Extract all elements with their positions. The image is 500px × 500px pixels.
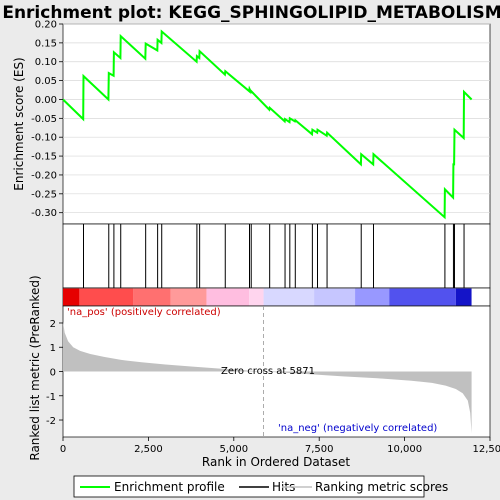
- chart-title: Enrichment plot: KEGG_SPHINGOLIPID_METAB…: [2, 3, 500, 23]
- color-bar-segment: [133, 288, 171, 306]
- metric-y-ticks: 2 1 0 -1 -2: [46, 319, 63, 427]
- es-panel: 0.20 0.15 0.10 0.05 0.00 -0.05 -0.10 -0.15 -0.20…: [12, 20, 491, 225]
- color-bar-segment: [389, 288, 456, 306]
- color-bar-segment: [206, 288, 250, 306]
- es-y-tick-label: -0.15: [31, 152, 57, 163]
- color-bar-segment: [355, 288, 390, 306]
- negative-correlation-label: 'na_neg' (negatively correlated): [278, 423, 437, 434]
- es-y-tick-label: 0.15: [35, 38, 57, 49]
- legend: Enrichment profile Hits Ranking metric s…: [73, 475, 448, 498]
- legend-metric-label: Ranking metric scores: [315, 480, 448, 494]
- metric-x-tick-label: 2,500: [134, 444, 163, 455]
- enrichment-profile-line: [62, 29, 473, 220]
- es-y-tick-label: 0.10: [35, 57, 57, 68]
- metric-x-tick-label: 7,500: [305, 444, 334, 455]
- ranking-metric-area: [63, 321, 472, 434]
- color-bar-segment: [170, 288, 207, 306]
- metric-y-tick-label: 2: [50, 319, 56, 330]
- metric-x-tick-label: 10,000: [387, 444, 422, 455]
- es-y-tick-label: 0.00: [35, 95, 57, 106]
- color-bar-segment: [314, 288, 356, 306]
- color-bar-segment: [249, 288, 264, 306]
- es-y-tick-label: -0.20: [31, 170, 57, 181]
- legend-enrichment-label: Enrichment profile: [114, 480, 225, 494]
- es-y-tick-label: -0.10: [31, 133, 57, 144]
- es-y-axis-label: Enrichment score (ES): [12, 57, 26, 190]
- color-bar-segment: [263, 288, 315, 306]
- es-y-tick-label: 0.20: [35, 20, 57, 31]
- es-y-tick-label: -0.30: [31, 208, 57, 219]
- metric-y-tick-label: 1: [50, 343, 56, 354]
- metric-x-tick-label: 5,000: [219, 444, 248, 455]
- metric-y-tick-label: -2: [46, 416, 56, 427]
- metric-x-tick-label: 0: [60, 444, 66, 455]
- zero-cross-label: Zero cross at 5871: [221, 366, 315, 377]
- color-bar-segments: [63, 288, 472, 306]
- metric-y-tick-label: 0: [50, 368, 56, 379]
- metric-x-tick-label: 12,500: [473, 444, 500, 455]
- hits-panel: [62, 223, 491, 289]
- es-grid: [63, 23, 490, 214]
- hits-panel-background: [62, 223, 491, 289]
- metric-x-axis-label: Rank in Ordered Dataset: [202, 455, 350, 469]
- metric-y-axis-label: Ranked list metric (PreRanked): [28, 275, 42, 460]
- es-y-ticks: 0.20 0.15 0.10 0.05 0.00 -0.05 -0.10 -0.15 -0.20…: [31, 20, 63, 219]
- positive-correlation-label: 'na_pos' (positively correlated): [67, 307, 221, 318]
- es-panel-background: [62, 23, 491, 225]
- color-bar-segment: [63, 288, 80, 306]
- metric-y-tick-label: -1: [46, 392, 56, 403]
- es-y-tick-label: -0.05: [31, 114, 57, 125]
- rank-color-bar: [62, 287, 491, 307]
- metric-x-ticks: 0 2,500 5,000 7,500 10,000 12,500: [60, 437, 500, 455]
- color-bar-segment: [455, 288, 472, 306]
- es-y-tick-label: 0.05: [35, 76, 57, 87]
- color-bar-segment: [79, 288, 134, 306]
- metric-panel: 2 1 0 -1 -2 0 2,500 5,000 7,500 10,000 12,500 'na…: [28, 275, 500, 469]
- es-y-tick-label: -0.25: [31, 189, 57, 200]
- hits-lines: [82, 224, 465, 288]
